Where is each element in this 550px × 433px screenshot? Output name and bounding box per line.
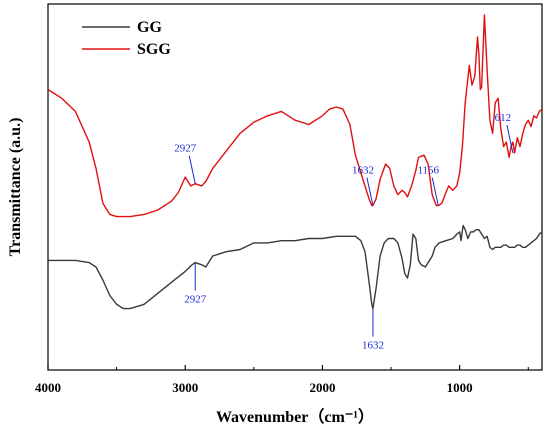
series-layer bbox=[47, 14, 543, 310]
annotation-label: 2927 bbox=[184, 294, 207, 306]
plot-frame bbox=[47, 3, 543, 371]
series-line-sgg bbox=[47, 14, 543, 218]
x-tick-label: 3000 bbox=[172, 380, 198, 395]
annotation-leader bbox=[506, 124, 514, 154]
annotation-label: 612 bbox=[495, 112, 512, 124]
annotation-layer: 2927 1632 1156 612 2927 1632 bbox=[174, 112, 514, 352]
x-tick-label: 4000 bbox=[35, 380, 61, 395]
annotation-leader bbox=[431, 177, 439, 206]
x-axis-title: Wavenumber（cm⁻¹） bbox=[216, 408, 374, 426]
annotation-leader bbox=[188, 155, 196, 184]
x-tick-label: 2000 bbox=[309, 380, 335, 395]
annotation-label: 1632 bbox=[352, 165, 374, 177]
legend: GG SGG bbox=[82, 19, 171, 58]
legend-label-sgg: SGG bbox=[137, 41, 171, 58]
x-tick-label: 1000 bbox=[447, 380, 473, 395]
series-line-gg bbox=[48, 224, 543, 310]
annotation-label: 1156 bbox=[417, 165, 439, 177]
x-axis-ticks: 4000 3000 2000 1000 bbox=[35, 365, 529, 395]
annotation-label: 2927 bbox=[174, 143, 197, 155]
y-axis-title: Transmittance (a.u.) bbox=[7, 118, 24, 257]
annotation-label: 1632 bbox=[362, 340, 384, 352]
legend-label-gg: GG bbox=[137, 19, 162, 36]
annotation-leader bbox=[366, 177, 374, 206]
